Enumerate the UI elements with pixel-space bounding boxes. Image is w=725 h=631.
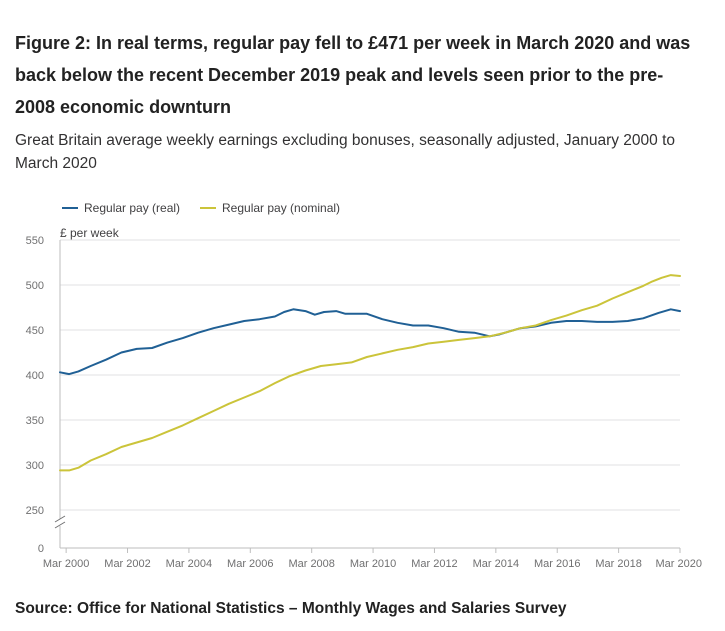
x-tick-label: Mar 2010 bbox=[350, 558, 396, 570]
x-tick-label: Mar 2006 bbox=[227, 558, 273, 570]
y-tick-label: 550 bbox=[26, 235, 44, 247]
x-tick-label: Mar 2012 bbox=[411, 558, 457, 570]
source-note: Source: Office for National Statistics –… bbox=[15, 600, 567, 617]
x-tick-label: Mar 2002 bbox=[104, 558, 150, 570]
gridlines bbox=[60, 239, 680, 511]
y-tick-label: 500 bbox=[26, 280, 44, 292]
x-tick-label: Mar 2016 bbox=[534, 558, 580, 570]
axis-break-mark bbox=[54, 515, 66, 523]
x-tick-label: Mar 2000 bbox=[43, 558, 89, 570]
y-axis-label: £ per week bbox=[60, 226, 120, 240]
x-tick-label: Mar 2020 bbox=[656, 558, 702, 570]
series-line-real bbox=[59, 308, 681, 376]
x-tick-label: Mar 2008 bbox=[288, 558, 334, 570]
figure-subtitle: Great Britain average weekly earnings ex… bbox=[15, 132, 676, 172]
y-tick-label: 400 bbox=[26, 370, 44, 382]
figure-title: Figure 2: In real terms, regular pay fel… bbox=[15, 33, 691, 117]
chart-legend: Regular pay (real) Regular pay (nominal) bbox=[62, 201, 340, 215]
x-tick-label: Mar 2018 bbox=[595, 558, 641, 570]
legend-label: Regular pay (real) bbox=[84, 201, 180, 215]
x-tick-label: Mar 2004 bbox=[166, 558, 212, 570]
series-lines bbox=[59, 274, 681, 472]
legend-label: Regular pay (nominal) bbox=[222, 201, 340, 215]
axis-break-mark bbox=[54, 521, 66, 529]
line-chart: Regular pay (real) Regular pay (nominal) … bbox=[26, 201, 702, 570]
x-axis-ticks: Mar 2000 Mar 2002 Mar 2004 Mar 2006 Mar 2008… bbox=[43, 548, 702, 570]
series-line-nominal bbox=[59, 274, 681, 472]
y-tick-label: 0 bbox=[38, 543, 44, 555]
y-axis-ticks: 0 250 300 350 400 450 500 550 bbox=[26, 235, 44, 555]
x-tick-label: Mar 2014 bbox=[473, 558, 519, 570]
y-tick-label: 450 bbox=[26, 325, 44, 337]
y-tick-label: 300 bbox=[26, 460, 44, 472]
y-tick-label: 350 bbox=[26, 415, 44, 427]
axes bbox=[54, 240, 680, 549]
y-tick-label: 250 bbox=[26, 505, 44, 517]
